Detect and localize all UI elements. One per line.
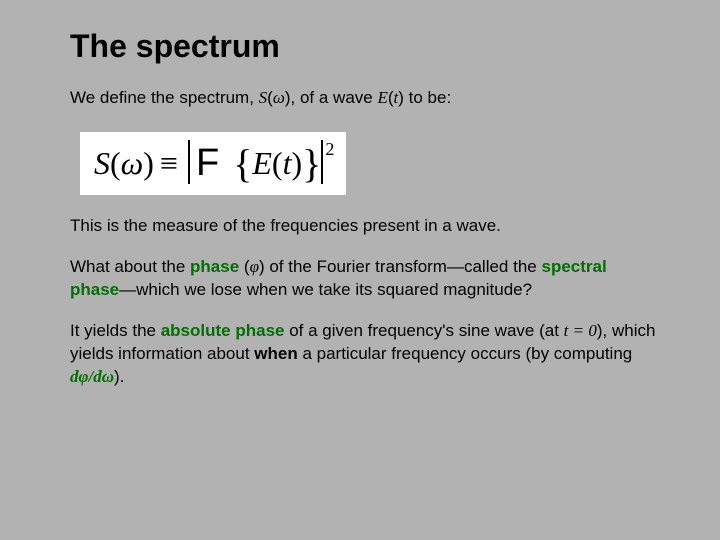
p4-d: a particular frequency occurs (by comput… bbox=[298, 344, 633, 363]
phase-paragraph: What about the phase (φ) of the Fourier … bbox=[70, 256, 660, 302]
f-S: S bbox=[94, 145, 110, 182]
p4-eq: = 0 bbox=[568, 321, 596, 340]
f-open2: ( bbox=[272, 145, 283, 182]
p3-a: What about the bbox=[70, 257, 190, 276]
p3-b: ( bbox=[239, 257, 249, 276]
f-F: F bbox=[196, 142, 219, 185]
absolute-paragraph: It yields the absolute phase of a given … bbox=[70, 320, 660, 389]
abs-bar-left bbox=[188, 140, 190, 184]
intro-paragraph: We define the spectrum, S(ω), of a wave … bbox=[70, 87, 660, 110]
f-squared: 2 bbox=[325, 139, 334, 160]
f-open: ( bbox=[110, 145, 121, 182]
p1-c: to be: bbox=[404, 88, 451, 107]
slide-title: The spectrum bbox=[70, 28, 660, 65]
p4-abs: absolute phase bbox=[161, 321, 285, 340]
f-rbrace: } bbox=[302, 140, 321, 187]
formula-box: S(ω) ≡ F {E(t)} 2 bbox=[80, 132, 346, 195]
p3-phase: phase bbox=[190, 257, 239, 276]
f-lbrace: { bbox=[233, 140, 252, 187]
abs-bar-right bbox=[321, 140, 323, 184]
p4-when: when bbox=[254, 344, 297, 363]
f-equiv: ≡ bbox=[160, 145, 178, 182]
p1-S: S bbox=[259, 88, 268, 107]
p1-omega: ω bbox=[273, 88, 285, 107]
p4-b: of a given frequency's sine wave (at bbox=[284, 321, 563, 340]
measure-paragraph: This is the measure of the frequencies p… bbox=[70, 215, 660, 238]
p4-domega: dω bbox=[93, 367, 114, 386]
p4-a: It yields the bbox=[70, 321, 161, 340]
p3-c: ) of the Fourier transform—called the bbox=[259, 257, 542, 276]
f-close: ) bbox=[143, 145, 154, 182]
f-omega: ω bbox=[121, 145, 144, 182]
formula-inner: S(ω) ≡ F {E(t)} 2 bbox=[94, 140, 332, 187]
abs-group: F {E(t)} bbox=[188, 140, 323, 187]
f-close2: ) bbox=[291, 145, 302, 182]
p4-dphi: dφ bbox=[70, 367, 88, 386]
slide-container: The spectrum We define the spectrum, S(ω… bbox=[0, 0, 720, 419]
f-E: E bbox=[252, 145, 272, 182]
p3-d: —which we lose when we take its squared … bbox=[119, 280, 532, 299]
p4-e: ). bbox=[114, 367, 124, 386]
p1-a: We define the spectrum, bbox=[70, 88, 259, 107]
f-t: t bbox=[283, 145, 292, 182]
p1-E: E bbox=[377, 88, 387, 107]
p3-phi: φ bbox=[250, 257, 259, 276]
p1-b: , of a wave bbox=[291, 88, 378, 107]
